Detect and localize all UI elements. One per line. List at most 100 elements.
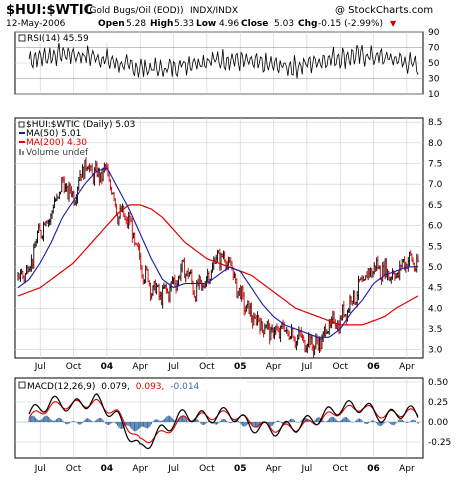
rsi-tick-label: 70 (428, 44, 440, 54)
chg-label: Chg (298, 19, 317, 29)
high-value: 5.33 (174, 19, 194, 29)
macd-line (28, 393, 419, 450)
macd-tick-label: -0.25 (428, 438, 451, 448)
x-axis-label: Apr (399, 362, 415, 372)
close-value: 5.03 (274, 19, 294, 29)
price-tick-label: 4.0 (428, 304, 443, 314)
x-axis-label: Jul (300, 362, 312, 372)
price-tick-label: 3.5 (428, 325, 442, 335)
macd-legend-prefix: MACD(12,26,9) (27, 382, 95, 392)
macd-ticks: 0.50 0.25 0.00 -0.25 (428, 378, 451, 448)
exchange-label: INDX/INDX (190, 6, 238, 16)
rsi-tick-label: 30 (428, 75, 440, 85)
x-axis-label: Oct (66, 464, 82, 474)
rsi-line (28, 42, 419, 79)
x-axis-label: 06 (367, 464, 380, 474)
x-axis-label: Apr (132, 362, 148, 372)
x-axis-label: Jul (300, 464, 312, 474)
symbol-title: $HUI:$WTIC (6, 3, 93, 18)
price-tick-label: 3.0 (428, 346, 443, 356)
macd-legend-bg (17, 380, 247, 390)
rsi-tick-label: 90 (428, 28, 440, 38)
x-axis-label: Jul (34, 464, 46, 474)
price-legend-swatch (18, 121, 25, 128)
chg-down-arrow-icon: ▼ (390, 19, 397, 28)
macd-histogram (28, 415, 419, 432)
macd-legend-hist: -0.014 (170, 382, 199, 392)
ma50-line (17, 167, 418, 338)
volume-legend-icon (19, 149, 21, 155)
rsi-tick-label: 50 (428, 59, 440, 69)
symbol-description: (Gold Bugs/Oil (EOD)) (86, 6, 184, 16)
rsi-legend-label: RSI(14) 45.59 (27, 34, 89, 44)
x-axis-label: Oct (66, 362, 82, 372)
ma200-line (17, 204, 419, 326)
x-axis-label: Jul (34, 362, 46, 372)
volume-legend-label: Volume undef (26, 148, 89, 158)
macd-tick-label: 0.25 (428, 398, 448, 408)
price-tick-label: 7.5 (428, 160, 442, 170)
x-axis-label: 05 (234, 464, 247, 474)
price-tick-label: 6.0 (428, 222, 443, 232)
x-axis-label: Apr (266, 362, 282, 372)
price-panel: 8.5 8.0 7.5 7.0 6.5 6.0 5.5 5.0 4.5 4.0 3.5 3.0 $HU… (14, 117, 443, 359)
macd-panel: 0.50 0.25 0.00 -0.25 MACD(12,26,9) 0.079, 0… (14, 377, 451, 459)
price-tick-label: 5.5 (428, 242, 442, 252)
ma200-legend-label: MA(200) 4.30 (26, 138, 87, 148)
x-axis-label: Oct (199, 362, 215, 372)
x-axis-label: 04 (101, 362, 114, 372)
price-legend-label: $HUI:$WTIC (Daily) 5.03 (26, 120, 135, 130)
chart-header: $HUI:$WTIC (Gold Bugs/Oil (EOD)) INDX/IN… (6, 3, 433, 29)
x-axis-label: 04 (101, 464, 114, 474)
rsi-ticks: 90 70 50 30 10 (428, 28, 440, 100)
price-tick-label: 6.5 (428, 201, 442, 211)
high-label: High (150, 19, 173, 29)
x-axis-labels-bottom: Jul Oct 04 Apr Jul Oct 05 Apr Jul Oct 06 Apr (34, 464, 415, 474)
x-axis-label: Apr (132, 464, 148, 474)
x-axis-label: Oct (332, 464, 348, 474)
rsi-legend-swatch (18, 34, 26, 42)
x-axis-label: Oct (332, 362, 348, 372)
x-axis-label: Jul (167, 464, 179, 474)
macd-tick-label: 0.50 (428, 378, 448, 388)
price-panel-frame (14, 117, 424, 359)
macd-legend-text: MACD(12,26,9) 0.079, 0.093, -0.014 (27, 382, 200, 392)
price-tick-label: 8.0 (428, 139, 443, 149)
chg-value: -0.15 (-2.99%) (318, 19, 383, 29)
macd-legend-value: 0.079, (101, 382, 130, 392)
rsi-legend-bg (17, 33, 137, 43)
rsi-tick-label: 10 (428, 90, 440, 100)
x-axis-label: Apr (266, 464, 282, 474)
macd-legend-signal: 0.093, (136, 382, 165, 392)
price-legend: $HUI:$WTIC (Daily) 5.03 MA(50) 5.01 MA(2… (18, 120, 135, 158)
low-value: 4.96 (219, 19, 239, 29)
rsi-panel: 90 70 50 30 10 RSI(14) 45.59 (14, 28, 440, 100)
price-tick-label: 5.0 (428, 263, 443, 273)
price-tick-label: 4.5 (428, 284, 442, 294)
open-value: 5.28 (126, 19, 146, 29)
x-axis-labels-mid: Jul Oct 04 Apr Jul Oct 05 Apr Jul Oct 06 Apr (34, 362, 415, 372)
price-bars (17, 157, 420, 358)
x-axis-label: Jul (167, 362, 179, 372)
rsi-grid (15, 31, 423, 95)
x-axis-label: 06 (367, 362, 380, 372)
macd-tick-label: 0.00 (428, 418, 448, 428)
open-label: Open (98, 19, 125, 29)
watermark: @ StockCharts.com (335, 5, 433, 16)
ma50-legend-label: MA(50) 5.01 (26, 129, 81, 139)
x-axis-label: Apr (399, 464, 415, 474)
price-ticks: 8.5 8.0 7.5 7.0 6.5 6.0 5.5 5.0 4.5 4.0 3.5 3.0 (428, 118, 443, 356)
macd-legend-swatch (18, 381, 26, 389)
volume-legend-icon-2 (22, 151, 24, 155)
close-label: Close (241, 19, 268, 29)
x-axis-label: 05 (234, 362, 247, 372)
price-grid (15, 118, 423, 358)
price-tick-label: 8.5 (428, 118, 442, 128)
low-label: Low (196, 19, 216, 29)
macd-signal-line (28, 398, 419, 444)
price-tick-label: 7.0 (428, 180, 443, 190)
x-axis-label: Oct (199, 464, 215, 474)
macd-panel-frame (14, 377, 424, 459)
date-label: 12-May-2006 (6, 19, 66, 29)
